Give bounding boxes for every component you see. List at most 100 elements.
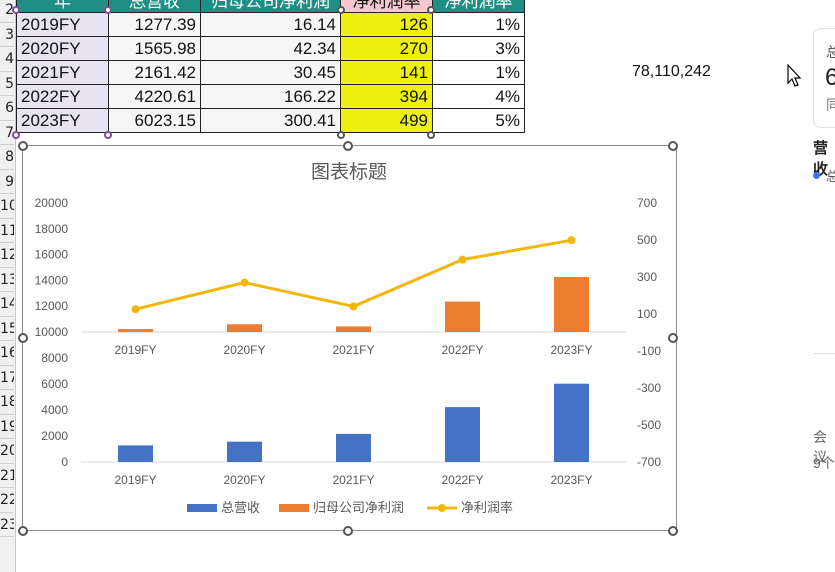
net-margin-value-cell[interactable]: 126: [340, 12, 433, 37]
row-number[interactable]: 6: [0, 96, 14, 121]
left-axis-tick: 14000: [35, 273, 69, 287]
table-row: 2021FY 2161.42 30.45 141 1%: [16, 60, 525, 85]
lower-category-label: 2021FY: [332, 473, 374, 487]
selection-handle[interactable]: [427, 6, 435, 14]
net-profit-cell[interactable]: 166.22: [200, 84, 341, 109]
revenue-bar: [336, 433, 371, 462]
cell-value[interactable]: 78,110,242: [632, 63, 711, 80]
combo-chart[interactable]: 图表标题200001800016000140001200010000800060…: [23, 146, 676, 530]
row-number[interactable]: 4: [0, 47, 14, 72]
legend-swatch-net-profit: [279, 504, 309, 512]
left-axis-tick: 10000: [35, 325, 69, 339]
selection-handle[interactable]: [427, 131, 435, 139]
revenue-cell[interactable]: 4220.61: [108, 84, 201, 109]
net-profit-cell[interactable]: 16.14: [200, 12, 341, 37]
row-number[interactable]: 10: [0, 194, 14, 219]
net-margin-value-cell[interactable]: 394: [340, 84, 433, 109]
legend-label-net-profit: 归母公司净利润: [313, 500, 404, 515]
chart-resize-handle[interactable]: [668, 141, 678, 151]
selection-handle[interactable]: [12, 131, 20, 139]
upper-category-label: 2019FY: [114, 343, 156, 357]
right-axis-tick: 500: [637, 233, 657, 247]
header-row: 年 总营收 归母公司净利润 净利润率 净利润率: [16, 0, 525, 13]
chart-resize-handle[interactable]: [668, 526, 678, 536]
year-cell[interactable]: 2022FY: [16, 84, 109, 109]
legend-label-net-margin: 净利润率: [461, 500, 513, 515]
net-margin-cell[interactable]: 5%: [432, 108, 525, 133]
right-axis-tick: -500: [637, 418, 661, 432]
row-number[interactable]: 22: [0, 488, 14, 513]
footer-line-1: 会议: [813, 429, 827, 465]
row-number[interactable]: 16: [0, 341, 14, 366]
chart-resize-handle[interactable]: [18, 333, 28, 343]
header-net-margin-value[interactable]: 净利润率: [340, 0, 433, 13]
row-number[interactable]: 12: [0, 243, 14, 268]
legend-dot-icon: [813, 172, 820, 179]
row-number[interactable]: 2: [0, 0, 14, 23]
row-number[interactable]: 7: [0, 121, 14, 145]
row-number[interactable]: 19: [0, 415, 14, 439]
chart-resize-handle[interactable]: [18, 526, 28, 536]
left-axis-tick: 4000: [41, 403, 68, 417]
net-margin-value-cell[interactable]: 499: [340, 108, 433, 133]
year-cell[interactable]: 2021FY: [16, 60, 109, 85]
header-net-margin[interactable]: 净利润率: [432, 0, 525, 13]
left-axis-tick: 6000: [41, 377, 68, 391]
row-number[interactable]: 20: [0, 439, 14, 464]
year-cell[interactable]: 2023FY: [16, 108, 109, 133]
row-number[interactable]: 14: [0, 292, 14, 317]
net-margin-cell[interactable]: 3%: [432, 36, 525, 61]
header-revenue[interactable]: 总营收: [108, 0, 201, 13]
row-number[interactable]: 15: [0, 317, 14, 341]
summary-card[interactable]: [813, 28, 835, 128]
net-profit-cell[interactable]: 42.34: [200, 36, 341, 61]
left-axis-tick: 12000: [35, 299, 69, 313]
selection-handle[interactable]: [337, 6, 345, 14]
chart-resize-handle[interactable]: [668, 333, 678, 343]
revenue-cell[interactable]: 6023.15: [108, 108, 201, 133]
row-number[interactable]: 3: [0, 23, 14, 47]
revenue-cell[interactable]: 1277.39: [108, 12, 201, 37]
row-number[interactable]: 21: [0, 464, 14, 488]
revenue-cell[interactable]: 1565.98: [108, 36, 201, 61]
chart-resize-handle[interactable]: [343, 526, 353, 536]
net-margin-cell[interactable]: 4%: [432, 84, 525, 109]
selection-handle[interactable]: [104, 6, 112, 14]
row-number[interactable]: 18: [0, 390, 14, 415]
header-year[interactable]: 年: [16, 0, 109, 13]
revenue-bar: [118, 445, 153, 462]
net-margin-value-cell[interactable]: 141: [340, 60, 433, 85]
lower-category-label: 2022FY: [441, 473, 483, 487]
row-number[interactable]: 17: [0, 366, 14, 390]
row-number[interactable]: 13: [0, 268, 14, 292]
selection-handle[interactable]: [12, 6, 20, 14]
row-number[interactable]: 8: [0, 145, 14, 170]
upper-category-label: 2022FY: [441, 343, 483, 357]
header-net-profit[interactable]: 归母公司净利润: [200, 0, 341, 13]
net-profit-cell[interactable]: 300.41: [200, 108, 341, 133]
year-cell[interactable]: 2020FY: [16, 36, 109, 61]
net-profit-cell[interactable]: 30.45: [200, 60, 341, 85]
row-number[interactable]: 9: [0, 170, 14, 194]
chart-area[interactable]: 图表标题 20000 18000 16000 14000 12000 10000 8000 60…: [22, 145, 677, 531]
chart-resize-handle[interactable]: [343, 141, 353, 151]
legend-marker-net-margin: [438, 504, 446, 512]
right-axis-tick: 100: [637, 307, 657, 321]
revenue-bar: [445, 407, 480, 462]
selection-handle[interactable]: [104, 131, 112, 139]
net-margin-value-cell[interactable]: 270: [340, 36, 433, 61]
row-number[interactable]: 11: [0, 219, 14, 243]
revenue-cell[interactable]: 2161.42: [108, 60, 201, 85]
row-number[interactable]: 5: [0, 72, 14, 96]
net-margin-cell[interactable]: 1%: [432, 12, 525, 37]
lower-category-label: 2020FY: [223, 473, 265, 487]
legend-dot-label: 总: [826, 169, 835, 184]
row-number[interactable]: 23: [0, 513, 14, 537]
net-margin-cell[interactable]: 1%: [432, 60, 525, 85]
summary-card-label: 总: [826, 44, 835, 60]
year-cell[interactable]: 2019FY: [16, 12, 109, 37]
right-axis-tick: 300: [637, 270, 657, 284]
net-profit-bar: [336, 326, 371, 332]
selection-handle[interactable]: [337, 131, 345, 139]
chart-resize-handle[interactable]: [18, 141, 28, 151]
